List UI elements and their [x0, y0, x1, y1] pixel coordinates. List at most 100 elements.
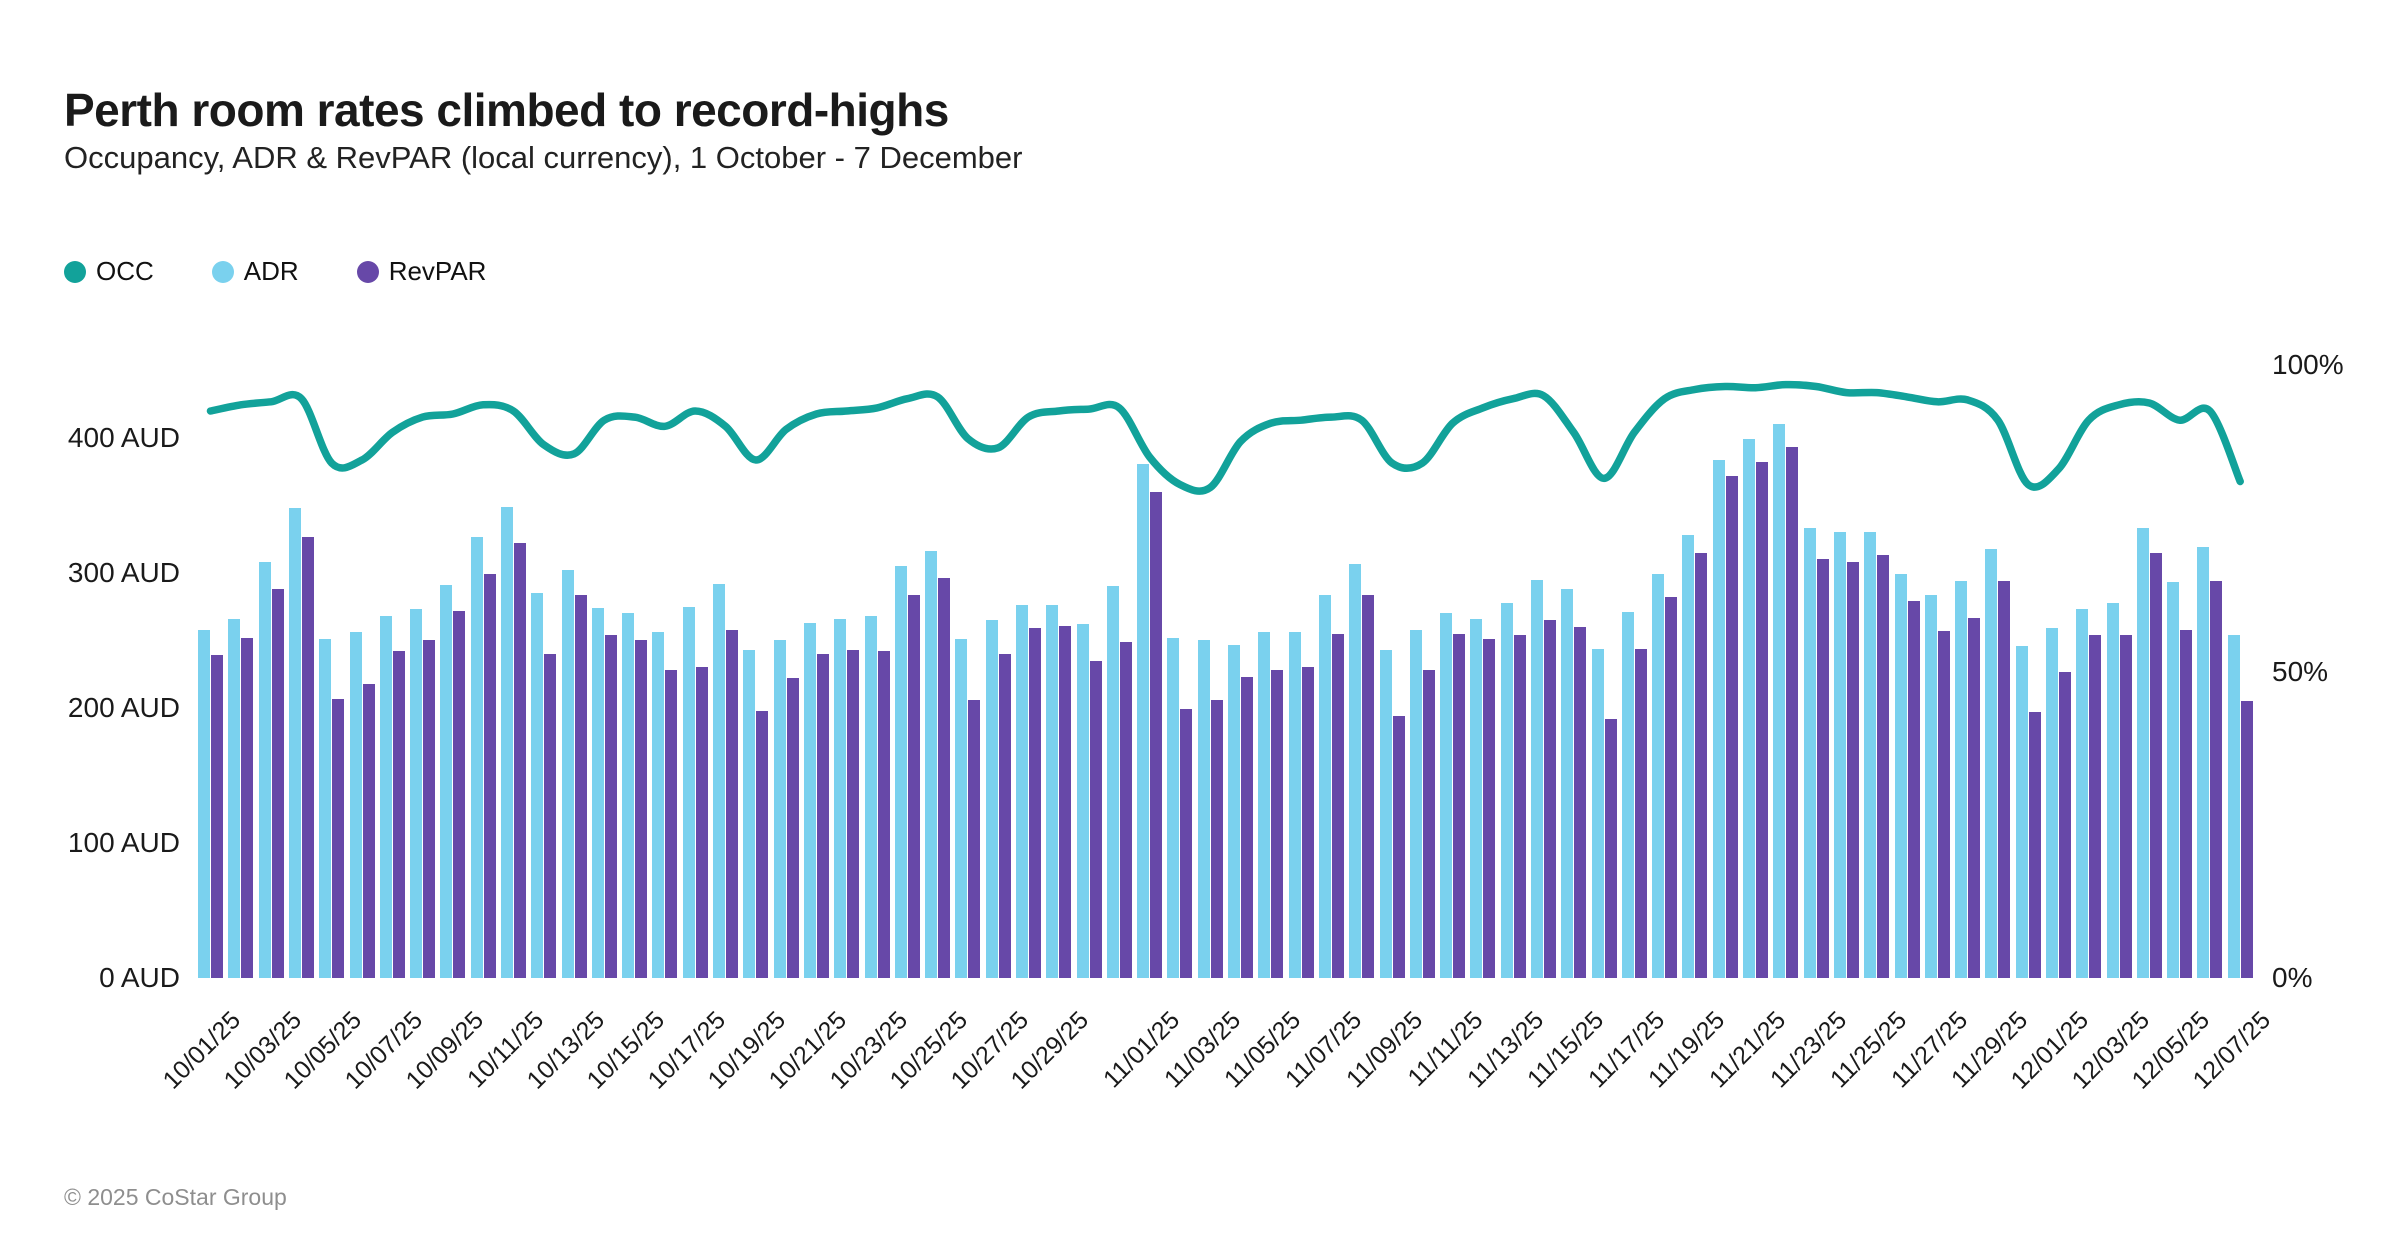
adr-bar [1894, 574, 1907, 978]
right-axis-tick-label: 0% [2272, 962, 2313, 993]
left-axis-tick-label: 0 AUD [99, 962, 180, 993]
revpar-bar [1513, 635, 1526, 978]
adr-bar [1773, 424, 1786, 978]
revpar-bar [1059, 625, 1072, 978]
adr-bar [773, 640, 786, 978]
right-axis-tick-label: 100% [2272, 349, 2344, 380]
adr-bar [2015, 645, 2028, 978]
revpar-bar [1089, 660, 1102, 978]
revpar-bar [1119, 641, 1132, 978]
adr-bar [1106, 586, 1119, 978]
adr-bar [1409, 629, 1422, 978]
legend-label-adr: ADR [243, 256, 299, 286]
chart-legend: OCC ADR RevPAR [64, 256, 486, 287]
adr-bar [743, 649, 756, 978]
adr-bar [379, 616, 392, 978]
revpar-bar [271, 589, 284, 978]
adr-bar [1803, 528, 1816, 978]
adr-bar [1470, 618, 1483, 978]
revpar-bar [1907, 601, 1920, 978]
adr-bar [652, 632, 665, 978]
revpar-bar [2210, 581, 2223, 978]
revpar-bar [1422, 670, 1435, 978]
adr-bar [1228, 644, 1240, 978]
adr-bar [1924, 594, 1937, 978]
revpar-bar [1665, 597, 1678, 978]
adr-legend-dot-icon [211, 260, 234, 283]
adr-bar [319, 639, 332, 978]
adr-bar [1318, 594, 1331, 978]
revpar-bar [1483, 639, 1496, 978]
revpar-bar [392, 651, 405, 978]
adr-bar [925, 551, 938, 978]
occ-legend-dot-icon [64, 260, 86, 283]
revpar-bar [1756, 462, 1768, 978]
revpar-bar [1241, 676, 1253, 978]
adr-bar [2106, 602, 2119, 978]
adr-bar [349, 632, 362, 978]
adr-bar [410, 609, 423, 978]
revpar-bar [1998, 581, 2011, 978]
revpar-bar [847, 649, 860, 978]
adr-bar [500, 506, 513, 978]
revpar-bar [332, 698, 345, 978]
revpar-bar [211, 655, 223, 978]
adr-bar [1258, 632, 1271, 978]
adr-bar [470, 536, 483, 978]
revpar-bar [362, 683, 375, 978]
revpar-bar [544, 653, 557, 978]
adr-bar [1530, 579, 1543, 978]
adr-bar [1743, 439, 1755, 978]
adr-bar [1621, 612, 1634, 978]
adr-bar [440, 585, 453, 978]
legend-label-occ: OCC [96, 256, 154, 286]
revpar-bar [1968, 617, 1981, 978]
revpar-bar [2240, 701, 2253, 978]
adr-bar [682, 606, 695, 978]
revpar-bar [1150, 491, 1163, 978]
adr-bar [1833, 532, 1846, 978]
chart-canvas [195, 365, 2255, 978]
legend-item-occ[interactable]: OCC [64, 256, 154, 287]
revpar-bar [1846, 562, 1859, 978]
left-axis-tick-label: 400 AUD [67, 421, 180, 453]
adr-bar [1197, 640, 1210, 978]
right-axis-tick-label: 50% [2272, 655, 2329, 687]
revpar-bar [726, 629, 738, 978]
revpar-legend-dot-icon [356, 260, 379, 283]
revpar-bar [1180, 709, 1193, 978]
revpar-bar [1301, 667, 1314, 978]
chart-subtitle: Occupancy, ADR & RevPAR (local currency)… [64, 140, 1023, 175]
adr-bar [985, 620, 998, 978]
revpar-bar [241, 637, 254, 978]
adr-bar [2167, 582, 2180, 978]
left-axis-tick-label: 300 AUD [67, 556, 180, 588]
revpar-bar [2028, 712, 2041, 978]
adr-bar [531, 593, 544, 978]
adr-bar [1561, 589, 1574, 978]
revpar-bar [968, 699, 981, 978]
adr-bar [1591, 648, 1604, 978]
legend-label-revpar: RevPAR [388, 256, 487, 286]
revpar-bar [483, 574, 496, 978]
adr-bar [1167, 637, 1180, 978]
revpar-bar [1362, 594, 1375, 978]
revpar-bar [1028, 628, 1041, 978]
adr-bar [1015, 605, 1028, 978]
adr-bar [713, 583, 725, 978]
legend-item-revpar[interactable]: RevPAR [356, 256, 487, 287]
adr-bar [1349, 563, 1362, 978]
adr-bar [228, 618, 241, 978]
adr-bar [288, 508, 301, 978]
revpar-bar [665, 670, 678, 978]
adr-bar [622, 613, 635, 978]
revpar-bar [635, 640, 648, 978]
page-title: Perth room rates climbed to record-highs [64, 83, 949, 136]
revpar-bar [2180, 629, 2193, 978]
revpar-bar [1210, 699, 1223, 978]
adr-bar [2076, 609, 2089, 978]
revpar-bar [1634, 648, 1647, 978]
revpar-bar [877, 651, 890, 978]
legend-item-adr[interactable]: ADR [211, 256, 299, 287]
